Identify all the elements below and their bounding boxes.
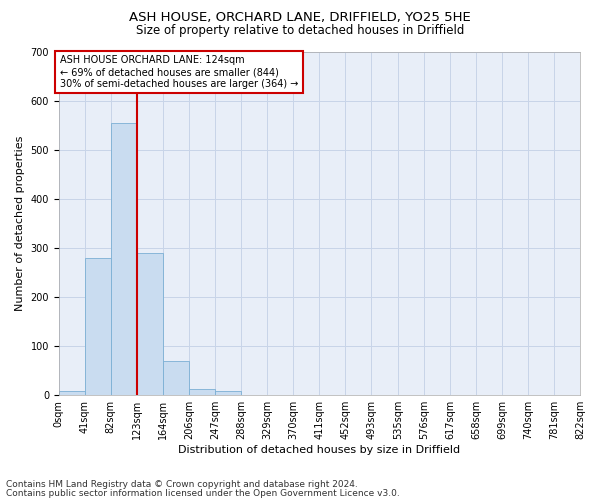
- Text: Size of property relative to detached houses in Driffield: Size of property relative to detached ho…: [136, 24, 464, 37]
- Text: Contains HM Land Registry data © Crown copyright and database right 2024.: Contains HM Land Registry data © Crown c…: [6, 480, 358, 489]
- Bar: [85, 258, 111, 395]
- Text: ASH HOUSE ORCHARD LANE: 124sqm
← 69% of detached houses are smaller (844)
30% of: ASH HOUSE ORCHARD LANE: 124sqm ← 69% of …: [60, 56, 298, 88]
- Text: Contains public sector information licensed under the Open Government Licence v3: Contains public sector information licen…: [6, 488, 400, 498]
- Bar: [163, 361, 190, 395]
- Text: ASH HOUSE, ORCHARD LANE, DRIFFIELD, YO25 5HE: ASH HOUSE, ORCHARD LANE, DRIFFIELD, YO25…: [129, 11, 471, 24]
- Bar: [111, 122, 137, 395]
- Bar: [137, 253, 163, 395]
- Y-axis label: Number of detached properties: Number of detached properties: [15, 136, 25, 311]
- Bar: [59, 392, 85, 395]
- Bar: [190, 389, 215, 395]
- X-axis label: Distribution of detached houses by size in Driffield: Distribution of detached houses by size …: [178, 445, 460, 455]
- Bar: [215, 392, 241, 395]
